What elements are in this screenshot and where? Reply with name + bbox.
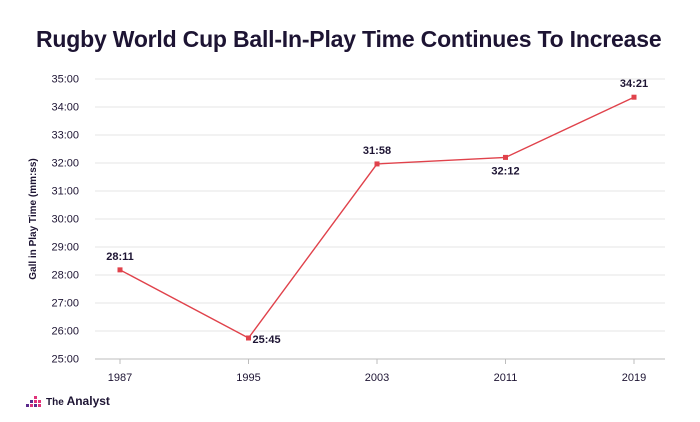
brand-name: The Analyst [46,394,110,408]
data-point [631,94,637,100]
y-tick-label: 34:00 [51,102,79,114]
brand-logo: The Analyst [26,394,110,408]
data-label: 28:11 [106,251,134,263]
x-tick-label: 2003 [365,372,389,384]
series-line [119,96,635,339]
series-polyline [119,96,635,339]
y-tick-label: 33:00 [51,130,79,142]
analyst-logo-icon [26,396,41,407]
data-labels: 28:11 25:45 31:58 32:12 34:21 [106,78,648,346]
y-tick-label: 35:00 [51,74,79,86]
x-tick-label: 2019 [622,372,646,384]
y-tick-labels: 25:00 26:00 27:00 28:00 29:00 30:00 31:00 32:00… [51,74,79,366]
data-label: 34:21 [620,78,648,90]
data-points [117,94,637,341]
chart-title: Rugby World Cup Ball-In-Play Time Contin… [36,26,662,52]
y-tick-label: 25:00 [51,354,79,366]
data-label: 25:45 [253,334,281,346]
data-point [374,161,380,167]
x-tick-labels: 1987 1995 2003 2011 2019 [108,359,646,384]
y-tick-label: 29:00 [51,242,79,254]
y-tick-label: 27:00 [51,298,79,310]
data-point [246,335,251,341]
data-point [117,267,123,273]
x-tick-label: 1987 [108,372,132,384]
x-tick-label: 1995 [236,372,260,384]
data-label: 32:12 [491,165,519,177]
gridlines [95,78,665,360]
y-axis-label: Gall in Play Time (mm:ss) [28,158,39,280]
y-tick-label: 28:00 [51,270,79,282]
data-point [503,154,508,160]
y-tick-label: 31:00 [51,186,79,198]
y-tick-label: 26:00 [51,326,79,338]
y-tick-label: 30:00 [51,214,79,226]
brand-prefix: The [46,397,64,408]
brand-word: Analyst [66,394,110,408]
x-tick-label: 2011 [494,372,518,384]
data-label: 31:58 [363,145,391,157]
y-tick-label: 32:00 [51,158,79,170]
